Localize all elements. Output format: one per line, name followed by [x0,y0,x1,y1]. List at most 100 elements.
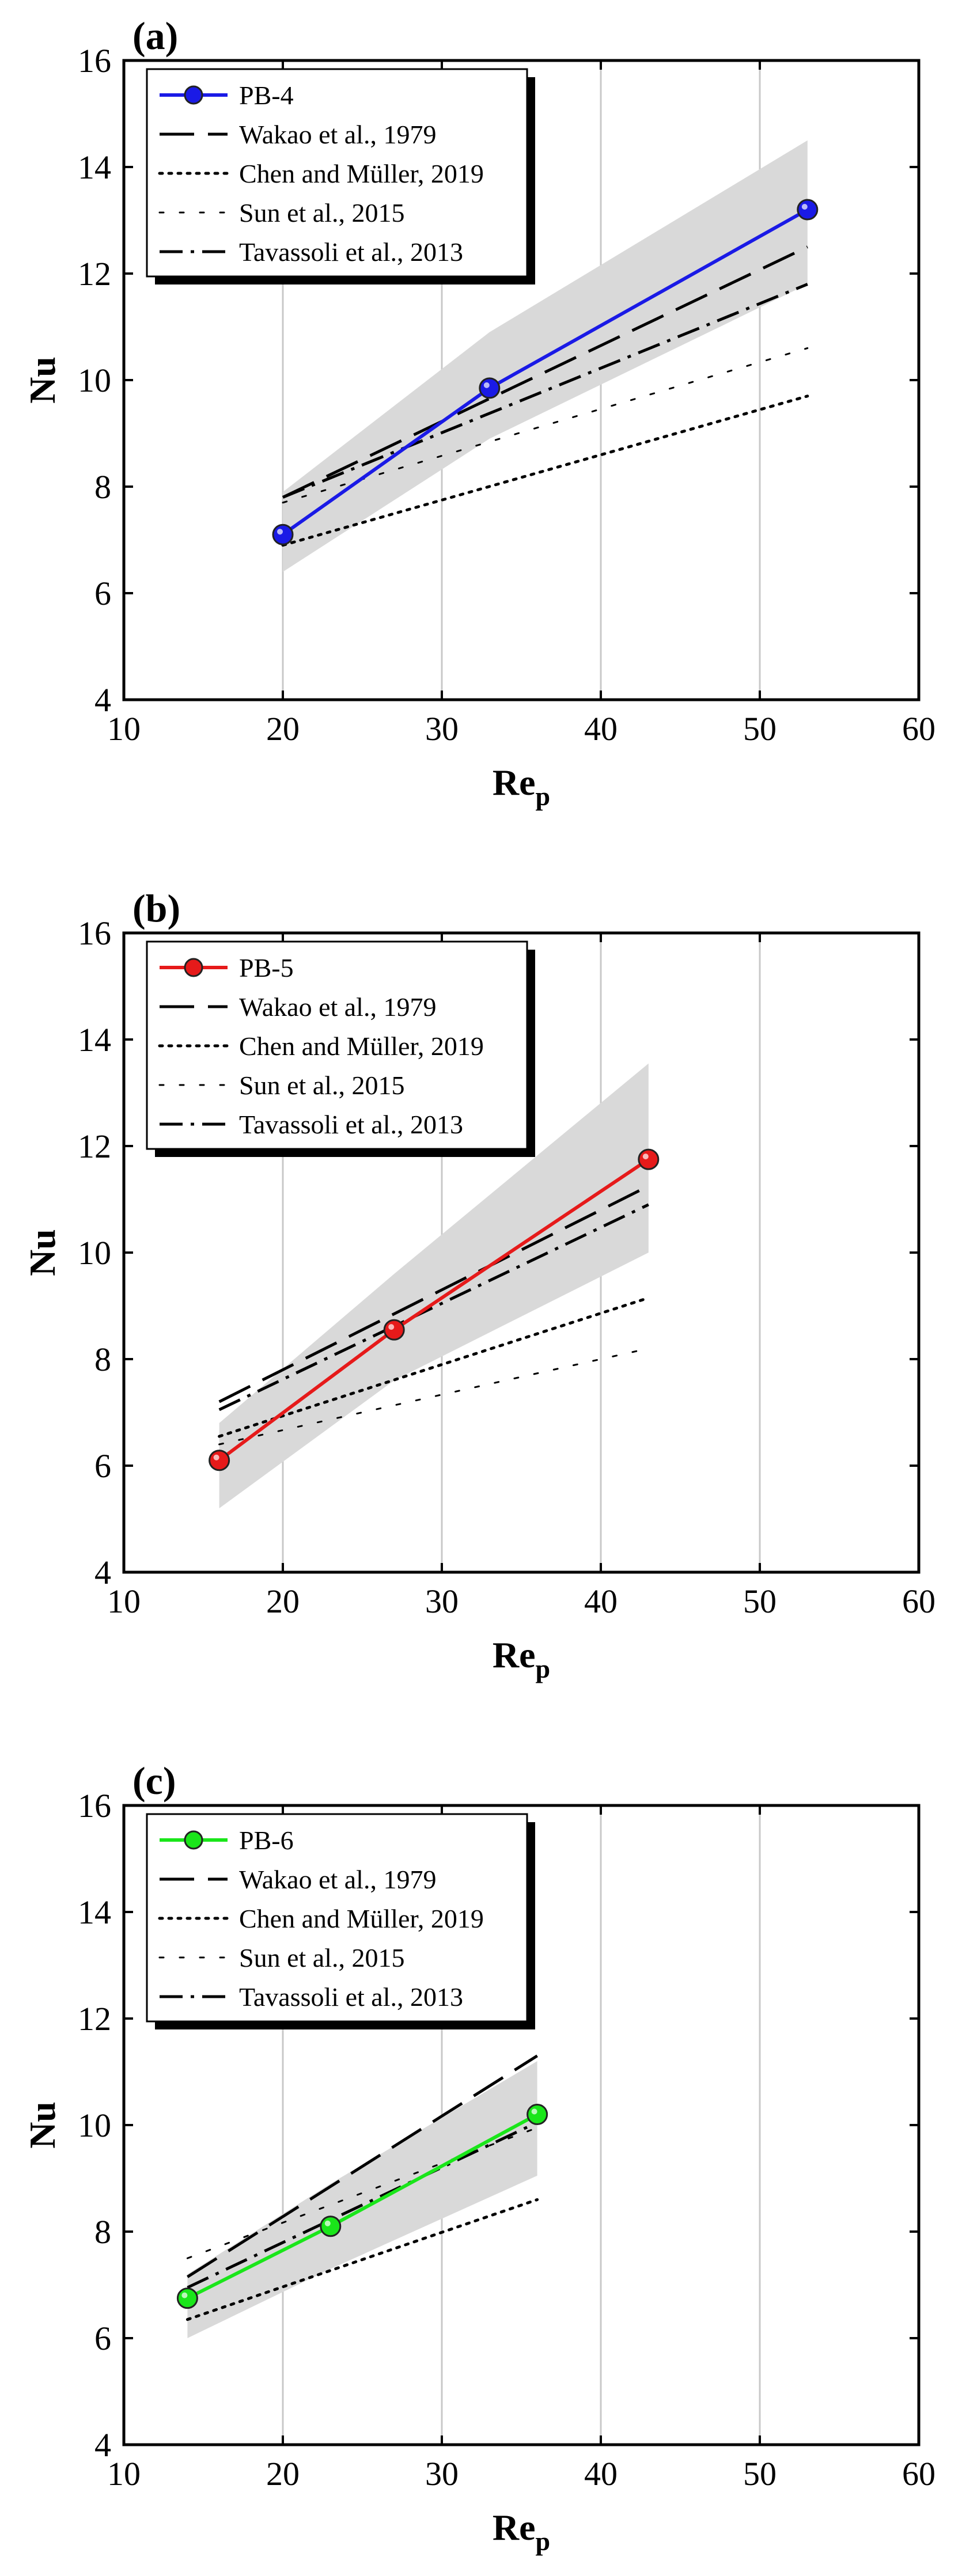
data-point-highlight [181,2292,188,2298]
series-line-wakao-et-al-1979 [218,1185,649,1403]
legend-entry-label: Tavassoli et al., 2013 [239,1982,463,2012]
y-tick-label: 16 [78,915,111,952]
y-tick-label: 10 [78,362,111,399]
y-tick-label: 10 [78,2107,111,2144]
legend-entry-label: PB-6 [239,1826,294,1855]
chart-panel-2: 4 6 8 10 12 14 16 10 20 30 40 50 60 Rep Nu (b) PB-5 Wakao… [22,886,936,1683]
uncertainty-band [187,2061,537,2338]
x-tick-label: 40 [584,1583,618,1620]
x-tick-label: 20 [266,710,300,748]
legend-box [146,1813,528,2023]
data-point-highlight [324,2220,331,2226]
legend-entry-label: PB-5 [239,953,294,982]
y-tick-label: 12 [78,2000,111,2038]
y-tick-label: 8 [94,468,111,506]
x-tick-label: 40 [584,710,618,748]
y-tick-label: 4 [94,2426,111,2464]
y-tick-label: 4 [94,681,111,719]
y-tick-label: 16 [78,1787,111,1824]
y-tick-label: 8 [94,1341,111,1378]
series-line-wakao-et-al-1979 [187,2054,538,2278]
y-tick-label: 10 [78,1234,111,1272]
x-axis-label-subscript: p [536,781,551,811]
x-tick-label: 10 [107,2455,141,2492]
x-axis-label-subscript: p [536,1654,551,1683]
y-axis-label: Nu [22,1229,63,1276]
uncertainty-band [219,1063,649,1508]
series-line-sun-et-al-2015 [186,2127,539,2259]
x-axis-label-subscript: p [536,2526,551,2556]
panel-label: (b) [132,886,180,930]
x-tick-label: 30 [425,2455,459,2492]
data-point-highlight [642,1154,649,1160]
data-point-highlight [213,1454,219,1460]
chart-panel-1: 4 6 8 10 12 14 16 10 20 30 40 50 60 Rep Nu (a) PB-4 Wakao… [22,14,936,811]
y-axis-label: Nu [22,356,63,404]
y-tick-label: 14 [78,1894,111,1931]
y-tick-label: 12 [78,1128,111,1165]
x-axis-label: Rep [493,2507,550,2556]
data-point [209,1450,230,1471]
x-tick-label: 10 [107,1583,141,1620]
y-tick-label: 4 [94,1554,111,1591]
y-tick-label: 14 [78,1021,111,1059]
data-point [272,523,294,545]
panel-label: (a) [132,14,178,58]
legend-entry-label: Chen and Müller, 2019 [239,1031,484,1061]
data-point-highlight [277,529,283,535]
panel-label: (c) [132,1759,176,1803]
legend-entry-label: Chen and Müller, 2019 [239,1904,484,1933]
y-tick-label: 16 [78,42,111,79]
y-tick-label: 12 [78,255,111,293]
data-point-highlight [801,204,808,210]
y-tick-label: 6 [94,2320,111,2357]
x-tick-label: 30 [425,1583,459,1620]
data-point [383,1319,405,1341]
x-tick-label: 30 [425,710,459,748]
data-point-highlight [531,2108,537,2115]
legend-swatch-marker [184,958,203,977]
data-point-highlight [388,1324,395,1330]
x-tick-label: 20 [266,1583,300,1620]
legend-entry-label: Wakao et al., 1979 [239,1865,436,1894]
legend-entry-label: Sun et al., 2015 [239,1071,404,1100]
x-tick-label: 50 [743,2455,777,2492]
legend-entry-label: Sun et al., 2015 [239,1943,404,1972]
series-line-sun-et-al-2015 [218,1348,650,1446]
chart-panel-3: 4 6 8 10 12 14 16 10 20 30 40 50 60 Rep Nu (c) PB-6 Wakao… [22,1759,936,2556]
series-line-wakao-et-al-1979 [282,245,808,499]
y-tick-label: 6 [94,1447,111,1485]
legend-entry-label: Tavassoli et al., 2013 [239,237,463,267]
series-line-tavassoli-et-al-2013 [282,283,808,499]
data-point-highlight [483,382,490,388]
legend-entry-label: Chen and Müller, 2019 [239,159,484,188]
y-tick-label: 14 [78,149,111,186]
legend-box [146,68,528,278]
series-line-tavassoli-et-al-2013 [218,1203,649,1412]
x-axis-label: Rep [493,762,550,811]
series-line-chen-and-m-ller-2019 [218,1296,650,1438]
x-tick-label: 60 [902,2455,936,2492]
legend-entry-label: Wakao et al., 1979 [239,120,436,149]
x-tick-label: 60 [902,710,936,748]
series-line-tavassoli-et-al-2013 [187,2121,538,2289]
data-point [638,1148,660,1170]
x-tick-label: 50 [743,1583,777,1620]
legend-swatch-marker [184,1830,203,1850]
x-tick-label: 10 [107,710,141,748]
y-axis-label: Nu [22,2101,63,2149]
y-tick-label: 6 [94,575,111,612]
legend-box [146,940,528,1150]
series-line-chen-and-m-ller-2019 [185,2198,539,2321]
legend-entry-label: PB-4 [239,81,294,110]
legend-entry-label: Wakao et al., 1979 [239,992,436,1022]
legend-entry-label: Tavassoli et al., 2013 [239,1110,463,1139]
x-tick-label: 50 [743,710,777,748]
data-point [176,2287,198,2309]
x-tick-label: 20 [266,2455,300,2492]
legend-entry-label: Sun et al., 2015 [239,198,404,227]
y-tick-label: 8 [94,2213,111,2251]
data-point [527,2104,548,2125]
x-tick-label: 60 [902,1583,936,1620]
